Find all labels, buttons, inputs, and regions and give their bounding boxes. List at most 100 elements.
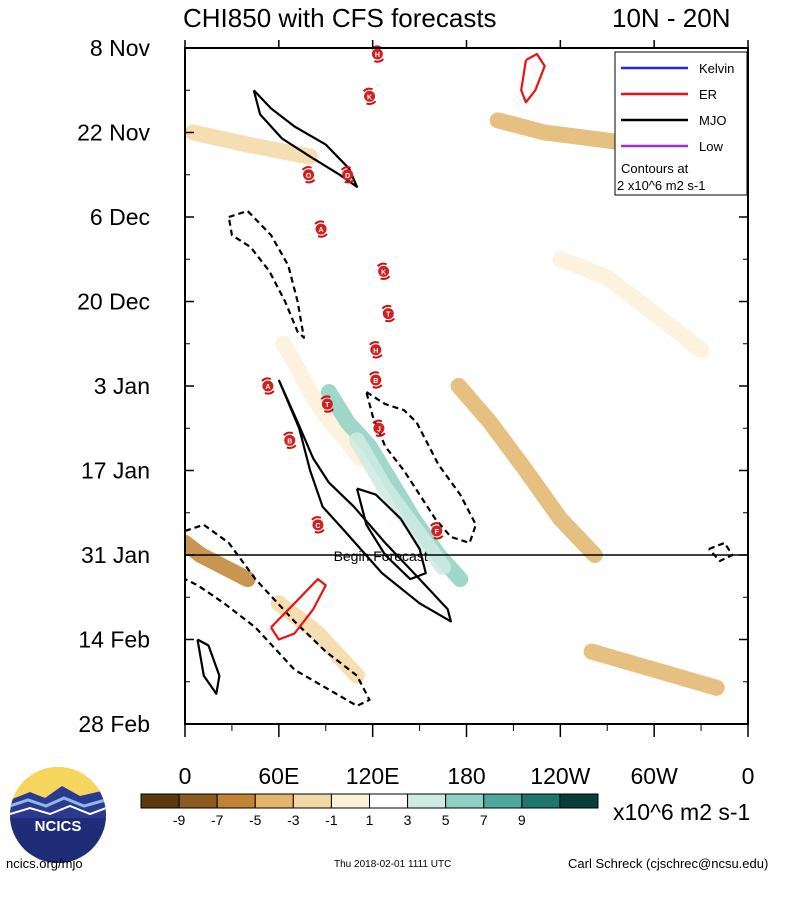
legend-label-kelvin: Kelvin (699, 61, 734, 76)
colorbar-swatch (445, 793, 485, 809)
anomaly-band (583, 643, 725, 696)
storm-marker: T (320, 395, 335, 413)
mjo-contour (227, 209, 305, 339)
storm-marker: A (261, 377, 275, 395)
y-tick-label: 17 Jan (81, 458, 150, 484)
svg-text:T: T (325, 402, 330, 409)
colorbar-label: 5 (442, 812, 450, 828)
storm-marker: D (340, 166, 355, 184)
legend-note-line-1: Contours at (621, 161, 689, 176)
logo-text: NCICS (35, 818, 82, 835)
storm-marker: F (430, 522, 444, 540)
storm-marker: H (369, 341, 383, 359)
y-tick-label: 22 Nov (77, 120, 150, 146)
storm-marker: A (314, 220, 328, 238)
storm-marker: K (362, 87, 377, 105)
y-tick-label: 28 Feb (78, 711, 150, 737)
colorbar-swatch (521, 793, 561, 809)
y-tick-label: 14 Feb (78, 627, 150, 653)
y-tick-label: 31 Jan (81, 542, 150, 568)
legend-label-mjo: MJO (699, 113, 726, 128)
legend-box (614, 51, 748, 196)
svg-text:A: A (265, 384, 270, 391)
mjo-contour (252, 89, 359, 188)
svg-text:B: B (373, 378, 378, 385)
storm-marker: J (372, 419, 386, 437)
y-tick-label: 20 Dec (77, 289, 150, 315)
colorbar-label: -3 (287, 812, 300, 828)
x-tick-label: 180 (447, 763, 485, 789)
er-contour (270, 578, 327, 641)
colorbar-swatch (216, 793, 256, 809)
forecast-label: Begin Forecast (334, 548, 428, 564)
x-tick-label: 0 (179, 763, 192, 789)
anomaly-band (270, 595, 365, 684)
x-tick-label: 120W (530, 763, 590, 789)
colorbar-swatch (483, 793, 523, 809)
svg-text:F: F (435, 529, 440, 536)
anomaly-band (185, 124, 319, 165)
y-tick-label: 6 Dec (90, 204, 150, 230)
footer-author: Carl Schreck (cjschrec@ncsu.edu) (568, 856, 769, 871)
colorbar-label: 7 (480, 812, 488, 828)
colorbar-label: -1 (325, 812, 338, 828)
svg-text:A: A (319, 227, 324, 234)
svg-text:T: T (386, 312, 391, 319)
svg-text:B: B (287, 438, 292, 445)
legend-label-er: ER (699, 87, 717, 102)
svg-text:O: O (306, 173, 312, 180)
storm-marker: K (376, 262, 391, 280)
legend-label-low: Low (699, 139, 723, 154)
colorbar-swatch (254, 793, 294, 809)
anomaly-band (349, 432, 451, 576)
colorbar-label: -9 (173, 812, 186, 828)
colorbar: -9 -7 -5 -3 -1 1 3 5 7 9 (140, 793, 599, 828)
svg-text:K: K (367, 94, 372, 101)
svg-text:C: C (315, 523, 320, 530)
anomaly-band (275, 335, 369, 467)
colorbar-label: -7 (211, 812, 224, 828)
colorbar-swatch (178, 793, 218, 809)
legend: Kelvin ER MJO Low Contours at 2 x10^6 m2 s-… (614, 51, 748, 196)
anomaly-band (552, 251, 710, 358)
storm-marker: T (381, 304, 396, 323)
svg-text:H: H (375, 52, 380, 59)
x-tick-label: 60E (258, 763, 299, 789)
x-tick-label: 60W (631, 763, 679, 789)
anomaly-band (311, 52, 425, 213)
er-contour (520, 52, 546, 104)
y-tick-label: 8 Nov (90, 35, 151, 61)
colorbar-label: 3 (404, 812, 412, 828)
mjo-contour (277, 379, 452, 623)
svg-text:D: D (345, 173, 350, 180)
storm-marker: O (301, 166, 316, 184)
y-tick-label: 3 Jan (94, 373, 150, 399)
ncics-logo: NCICS (10, 767, 106, 863)
colorbar-units: x10^6 m2 s-1 (613, 799, 750, 825)
chart-subtitle: 10N - 20N (612, 3, 731, 33)
colorbar-swatch (292, 793, 332, 809)
anomaly-band (450, 378, 603, 563)
colorbar-swatch (369, 793, 409, 809)
anomaly-band (185, 534, 256, 588)
svg-text:H: H (373, 348, 378, 355)
anomaly-band (185, 631, 256, 724)
colorbar-label: 9 (518, 812, 526, 828)
svg-text:J: J (377, 426, 381, 433)
legend-note-line-2: 2 x10^6 m2 s-1 (617, 178, 705, 193)
footer-timestamp: Thu 2018-02-01 1111 UTC (334, 859, 452, 870)
colorbar-label: -5 (249, 812, 262, 828)
svg-text:K: K (381, 269, 386, 276)
colorbar-swatch (140, 793, 180, 809)
colorbar-swatch (330, 793, 370, 809)
colorbar-label: 1 (366, 812, 374, 828)
storm-marker: C (311, 516, 325, 534)
mjo-contour (196, 638, 221, 695)
storm-marker: B (283, 431, 297, 449)
x-tick-label: 120E (346, 763, 400, 789)
colorbar-swatch (407, 793, 447, 809)
footer-url: ncics.org/mjo (6, 856, 83, 871)
mjo-contour (355, 487, 427, 581)
x-tick-label: 0 (742, 763, 755, 789)
